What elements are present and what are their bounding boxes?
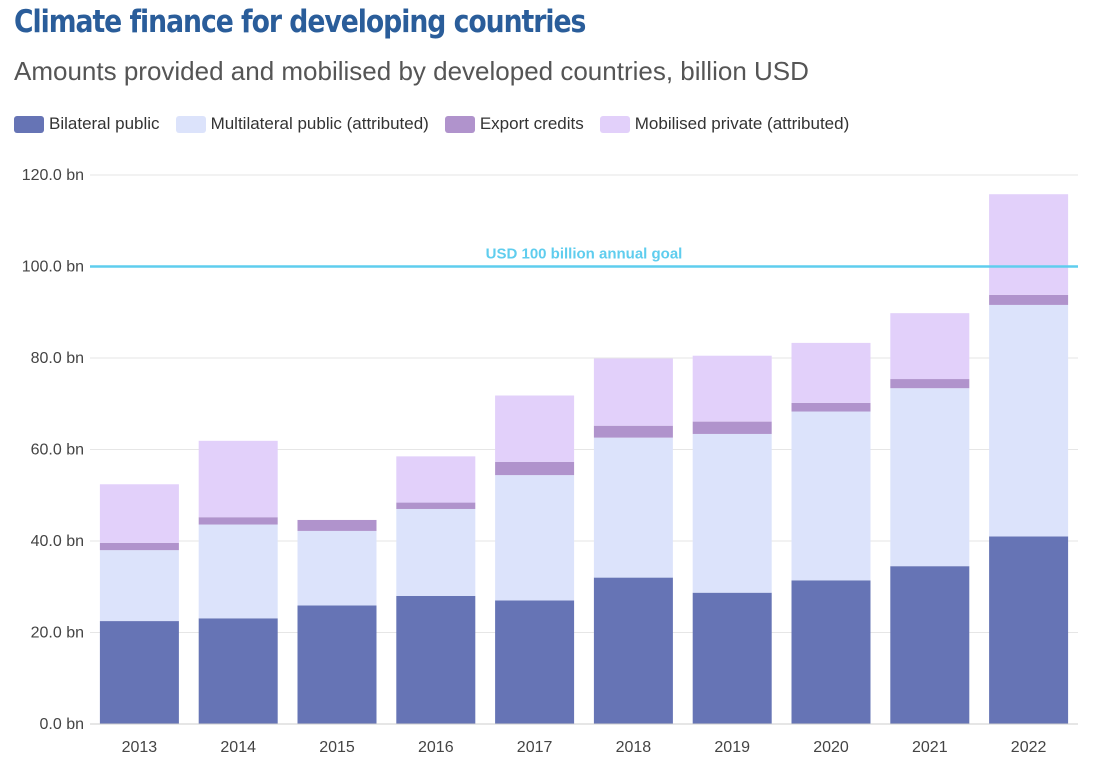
bar-segment[interactable] (396, 595, 476, 724)
bar-segment[interactable] (593, 577, 673, 724)
x-tick-label: 2018 (616, 739, 652, 756)
legend-item-mobilised-private[interactable]: Mobilised private (attributed) (599, 114, 850, 134)
bar-segment[interactable] (890, 388, 970, 567)
goal-line-label: USD 100 billion annual goal (486, 246, 683, 263)
bar-segment[interactable] (99, 484, 179, 543)
bar-segment[interactable] (99, 550, 179, 622)
bar-segment[interactable] (791, 402, 871, 412)
bar-segment[interactable] (593, 358, 673, 426)
axes: 0.0 bn 20.0 bn 40.0 bn 60.0 bn 80.0 bn 100.0 … (22, 167, 1078, 756)
bar-segment[interactable] (989, 294, 1069, 305)
y-tick-label: 20.0 bn (31, 625, 84, 642)
bar-segment[interactable] (99, 621, 179, 724)
bar-segment[interactable] (989, 194, 1069, 295)
legend-swatch (14, 115, 44, 133)
bar-segment[interactable] (989, 536, 1069, 724)
legend-item-bilateral-public[interactable]: Bilateral public (14, 114, 160, 134)
x-tick-label: 2020 (813, 739, 849, 756)
bar-segment[interactable] (989, 304, 1069, 537)
legend-item-multilateral-public[interactable]: Multilateral public (attributed) (175, 114, 429, 134)
bar-segment[interactable] (791, 411, 871, 581)
bar-segment[interactable] (890, 379, 970, 389)
bar-segment[interactable] (198, 618, 278, 724)
y-tick-label: 40.0 bn (31, 533, 84, 550)
bar-segment[interactable] (396, 502, 476, 509)
bar-segment[interactable] (99, 542, 179, 551)
x-tick-label: 2022 (1011, 739, 1047, 756)
bar-segment[interactable] (593, 437, 673, 578)
bar-segment[interactable] (297, 530, 377, 606)
bar-segment[interactable] (297, 519, 377, 531)
bar-segment[interactable] (495, 475, 575, 601)
bar-segment[interactable] (396, 456, 476, 503)
y-tick-label: 0.0 bn (40, 716, 84, 733)
legend-label: Bilateral public (49, 114, 160, 133)
bars (99, 194, 1069, 724)
x-tick-label: 2016 (418, 739, 454, 756)
legend-label: Export credits (479, 114, 584, 133)
bar-segment[interactable] (692, 421, 772, 434)
chart-subtitle: Amounts provided and mobilised by develo… (14, 56, 809, 86)
x-tick-label: 2019 (714, 739, 750, 756)
bar-segment[interactable] (396, 508, 476, 596)
bar-segment[interactable] (890, 313, 970, 380)
bar-segment[interactable] (495, 600, 575, 724)
legend-label: Mobilised private (attributed) (634, 114, 850, 133)
bar-segment[interactable] (791, 342, 871, 403)
y-tick-label: 60.0 bn (31, 442, 84, 459)
x-tick-label: 2014 (220, 739, 256, 756)
chart-title: Climate finance for developing countries (14, 4, 586, 40)
bar-segment[interactable] (198, 440, 278, 518)
y-tick-label: 80.0 bn (31, 350, 84, 367)
legend-swatch (599, 115, 630, 133)
legend: Bilateral public Multilateral public (at… (14, 114, 865, 134)
bar-segment[interactable] (198, 517, 278, 525)
legend-swatch (175, 115, 206, 133)
y-tick-label: 100.0 bn (22, 259, 84, 276)
x-tick-label: 2013 (122, 739, 158, 756)
bar-segment[interactable] (495, 461, 575, 476)
x-tick-label: 2017 (517, 739, 553, 756)
bar-segment[interactable] (297, 605, 377, 724)
bar-segment[interactable] (495, 395, 575, 462)
legend-swatch (444, 115, 475, 133)
bar-segment[interactable] (593, 425, 673, 438)
y-tick-label: 120.0 bn (22, 167, 84, 184)
legend-item-export-credits[interactable]: Export credits (444, 114, 584, 134)
bar-segment[interactable] (198, 524, 278, 619)
legend-label: Multilateral public (attributed) (210, 114, 429, 133)
bar-segment[interactable] (890, 566, 970, 724)
bar-segment[interactable] (791, 580, 871, 724)
bar-segment[interactable] (692, 433, 772, 593)
bar-segment[interactable] (692, 592, 772, 724)
x-tick-label: 2015 (319, 739, 355, 756)
bar-segment[interactable] (692, 355, 772, 422)
x-tick-label: 2021 (912, 739, 948, 756)
